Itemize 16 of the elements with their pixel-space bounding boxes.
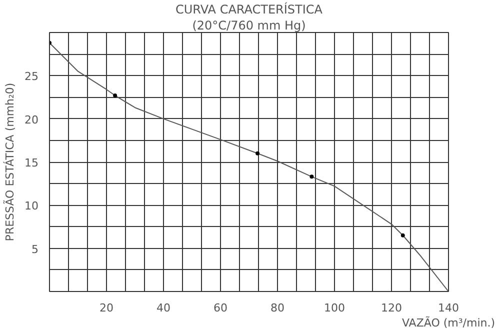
chart-subtitle: (20°C/760 mm Hg): [192, 18, 306, 32]
x-tick-label: 100: [324, 302, 345, 314]
y-tick-label: 20: [24, 113, 39, 126]
x-tick-label: 60: [214, 302, 228, 314]
x-tick-label: 140: [438, 302, 459, 314]
x-tick-label: 120: [381, 302, 402, 314]
y-axis-title: PRESSÃO ESTÁTICA (mmh₂0): [2, 82, 17, 242]
x-tick-label: 80: [270, 302, 284, 314]
x-tick-label: 40: [156, 302, 170, 314]
chart-title: CURVA CARACTERÍSTICA: [176, 2, 324, 16]
x-tick-label: 20: [100, 302, 114, 314]
y-tick-label: 10: [24, 200, 39, 213]
y-tick-label: 15: [24, 156, 39, 170]
x-axis-title: VAZÃO (m³/min.): [402, 316, 496, 330]
y-tick-label: 25: [24, 70, 39, 84]
y-tick-label: 5: [32, 242, 38, 256]
